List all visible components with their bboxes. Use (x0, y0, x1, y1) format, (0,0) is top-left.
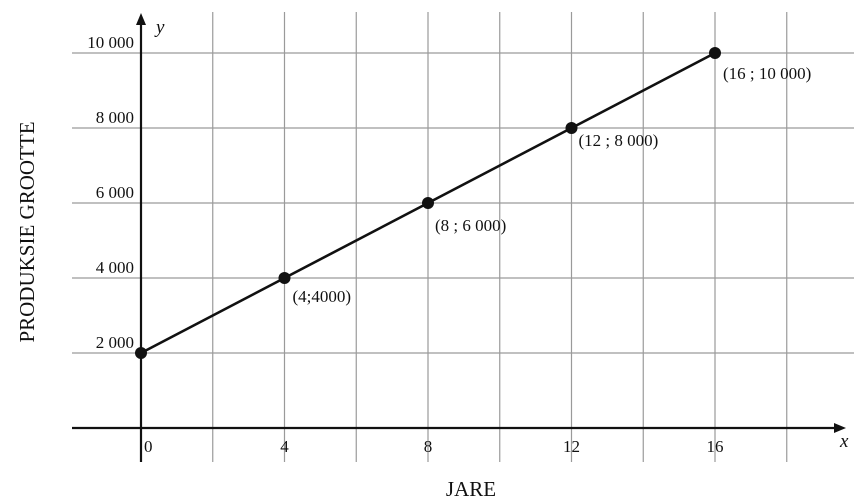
y-tick-label: 6 000 (96, 183, 134, 202)
data-point-label: (4;4000) (293, 287, 352, 306)
x-tick-label: 4 (280, 437, 289, 456)
x-tick-label: 8 (424, 437, 433, 456)
x-axis-arrow (834, 423, 846, 433)
data-labels: (4;4000) (8 ; 6 000) (12 ; 8 000) (16 ; 10 … (293, 64, 812, 306)
data-point-label: (16 ; 10 000) (723, 64, 811, 83)
x-tick-label: 0 (144, 437, 153, 456)
grid (72, 12, 854, 462)
data-point (135, 347, 147, 359)
y-tick-label: 10 000 (87, 33, 134, 52)
y-tick-label: 2 000 (96, 333, 134, 352)
data-point-label: (8 ; 6 000) (435, 216, 506, 235)
axes (72, 13, 846, 462)
data-point (565, 122, 578, 134)
y-tick-label: 8 000 (96, 108, 134, 127)
y-tick-label: 4 000 (96, 258, 134, 277)
data-point (422, 197, 434, 209)
data-point (278, 272, 291, 284)
x-axis-title: JARE (446, 477, 496, 501)
x-axis-symbol: x (839, 431, 849, 452)
y-axis-title: PRODUKSIE GROOTTE (15, 121, 39, 342)
data-point (709, 47, 721, 59)
y-axis-symbol: y (154, 17, 165, 38)
data-point-label: (12 ; 8 000) (579, 131, 659, 150)
x-tick-label: 16 (707, 437, 724, 456)
x-tick-label: 12 (563, 437, 580, 456)
y-axis-arrow (136, 13, 146, 25)
data-points (135, 47, 721, 359)
tick-labels: 0 4 8 12 16 2 000 4 000 6 000 8 000 10 000 (87, 33, 723, 456)
